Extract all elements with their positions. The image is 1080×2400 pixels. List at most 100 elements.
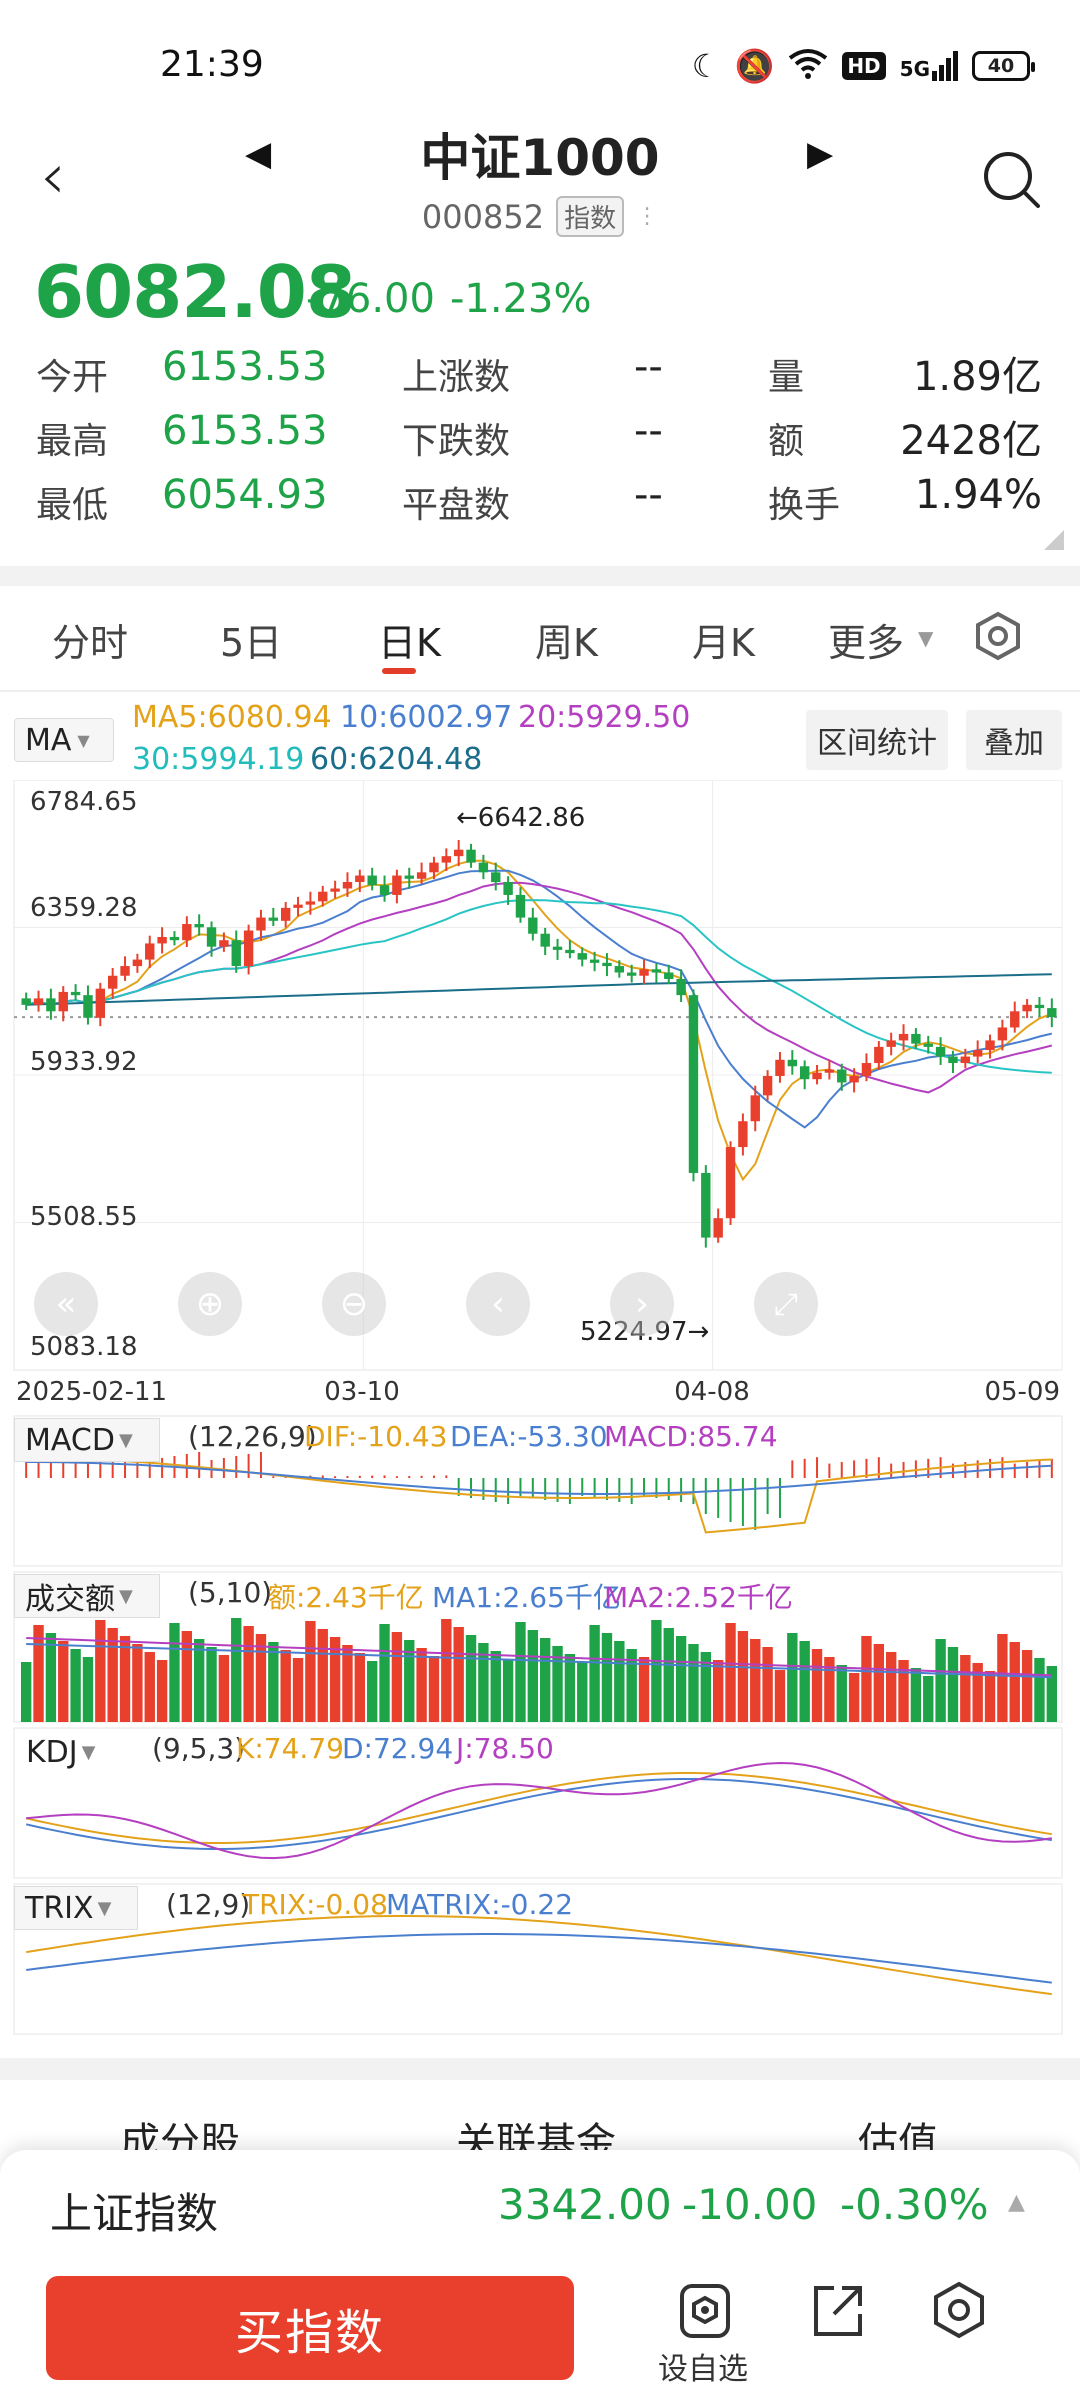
tab-weekly-k[interactable]: 周K	[535, 621, 598, 665]
volume-select[interactable]: 成交额 ▼	[14, 1574, 160, 1618]
tab-monthly-k[interactable]: 月K	[692, 621, 755, 665]
candle-body	[874, 1046, 884, 1064]
candle-body	[762, 1075, 773, 1096]
trix-select[interactable]: TRIX ▼	[14, 1886, 138, 1930]
zoom-out-icon: ⊖	[339, 1284, 369, 1324]
volume-bar	[675, 1636, 687, 1722]
chevron-right-icon: ›	[635, 1284, 649, 1324]
back-button[interactable]: ‹	[40, 140, 66, 214]
zoom-out-button[interactable]: ⊖	[322, 1272, 386, 1336]
candle-body	[206, 927, 217, 947]
volume-bar	[329, 1637, 341, 1722]
fullscreen-button[interactable]: ⤢	[754, 1272, 818, 1336]
chart-settings-button[interactable]	[970, 608, 1026, 668]
volume-label: 量	[768, 357, 805, 398]
expand-corner-icon[interactable]	[1044, 530, 1064, 550]
candle-body	[379, 885, 390, 895]
y-tick-label: 5933.92	[30, 1047, 138, 1077]
candle-body	[935, 1046, 946, 1057]
candle-body	[701, 1172, 711, 1238]
volume-bar	[342, 1645, 353, 1722]
current-price: 6082.08	[34, 250, 356, 334]
volume-bar	[280, 1650, 291, 1722]
sub-indicators	[20, 1452, 1058, 1996]
share-button[interactable]	[804, 2278, 870, 2344]
volume-indicator-name: 成交额	[25, 1582, 115, 1617]
volume-bar	[589, 1625, 600, 1722]
tab-intraday[interactable]: 分时	[52, 621, 129, 665]
range-stats-button[interactable]: 区间统计	[806, 710, 948, 770]
amount-value: 2428亿	[900, 418, 1042, 464]
zoom-in-icon: ⊕	[195, 1284, 225, 1324]
status-icons: ☾ 🔕 HD 5G 40	[692, 46, 1035, 86]
section-divider	[0, 566, 1080, 586]
volume-bar	[255, 1634, 267, 1722]
macd-select[interactable]: MACD ▼	[14, 1418, 160, 1462]
candle-body	[602, 962, 612, 967]
price-change: -76.00	[306, 276, 435, 322]
volume-bar	[515, 1622, 526, 1722]
volume-bar	[935, 1639, 946, 1722]
more-dots-icon[interactable]: ⋮	[636, 204, 659, 229]
active-tab-indicator	[382, 668, 416, 674]
buy-index-button[interactable]: 买指数	[46, 2276, 574, 2380]
add-watchlist-button[interactable]	[672, 2278, 738, 2344]
overlay-button[interactable]: 叠加	[966, 710, 1062, 770]
watchlist-icon	[680, 2284, 730, 2338]
candle-body	[70, 991, 81, 996]
tab-daily-k[interactable]: 日K	[378, 621, 441, 665]
candle-body	[1034, 1004, 1045, 1009]
macd-dea-line	[26, 1461, 1052, 1495]
ticker-index-price: 3342.00	[498, 2180, 672, 2229]
volume-bar	[218, 1655, 230, 1722]
ma-select[interactable]: MA ▼	[14, 718, 114, 762]
kline-chart[interactable]: 6784.65 6359.28 5933.92 5508.55 5083.18 2025-…	[0, 780, 1080, 2050]
candle-body	[1010, 1011, 1020, 1028]
volume-bar	[910, 1668, 922, 1722]
tab-more[interactable]: 更多	[828, 621, 905, 665]
scroll-right-button[interactable]: ›	[610, 1272, 674, 1336]
candle-body	[787, 1059, 798, 1067]
index-code: 000852	[421, 197, 545, 236]
ticker-index-name[interactable]: 上证指数	[50, 2189, 219, 2238]
candle-body	[280, 907, 291, 921]
prev-index-button[interactable]: ◀	[245, 134, 272, 174]
ma5-legend: MA5:6080.94	[132, 700, 332, 735]
settings-hex-icon	[976, 611, 1020, 661]
settings-icon	[934, 2281, 984, 2339]
candle-body	[491, 872, 501, 883]
scroll-left-button[interactable]: ‹	[466, 1272, 530, 1336]
volume-value: 1.89亿	[912, 354, 1042, 400]
candle-body	[664, 972, 674, 979]
volume-ma2: MA2:2.52千亿	[604, 1581, 793, 1614]
volume-bar	[960, 1655, 971, 1722]
volume-bar	[725, 1623, 736, 1722]
volume-bar	[997, 1634, 1008, 1722]
volume-bar	[231, 1618, 242, 1722]
kdj-d-line	[25, 1778, 1052, 1850]
up-count-label: 上涨数	[402, 357, 511, 398]
candle-body	[478, 862, 489, 873]
zoom-in-button[interactable]: ⊕	[178, 1272, 242, 1336]
tab-5day[interactable]: 5日	[220, 621, 283, 665]
kdj-select[interactable]: KDJ ▼	[14, 1730, 134, 1774]
macd-value: MACD:85.74	[604, 1420, 778, 1453]
hd-icon: HD	[842, 52, 886, 80]
candle-body	[305, 901, 316, 905]
chevron-up-icon[interactable]: ▲	[1008, 2190, 1025, 2215]
flat-count-label: 平盘数	[402, 485, 511, 526]
candle-body	[83, 995, 93, 1018]
volume-bar	[292, 1658, 304, 1722]
expand-icon: ⤢	[774, 1286, 798, 1322]
volume-bar	[70, 1649, 81, 1722]
volume-bar	[1046, 1666, 1058, 1722]
macd-dif-line	[26, 1457, 1052, 1534]
rewind-button[interactable]: «	[34, 1272, 98, 1336]
kdj-j: J:78.50	[456, 1732, 554, 1765]
search-button[interactable]	[980, 148, 1042, 210]
volume-bar	[923, 1676, 934, 1722]
candles	[21, 839, 1057, 1248]
settings-button[interactable]	[926, 2278, 992, 2344]
next-index-button[interactable]: ▶	[807, 134, 834, 174]
network-type: 5G	[899, 57, 930, 81]
